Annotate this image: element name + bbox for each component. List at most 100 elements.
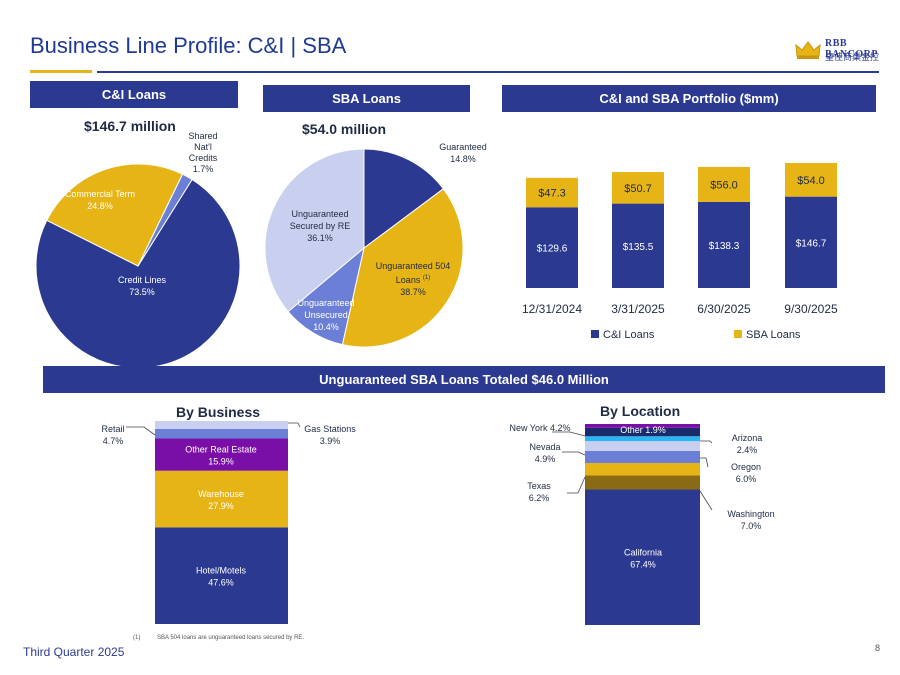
legend-label-c-i-loans: C&I Loans xyxy=(603,329,655,341)
segment-label-retail: Retail xyxy=(101,424,124,434)
by-location-chart: California 67.4% Other 1.9% New York 4.2% Ne… xyxy=(509,423,775,625)
sba-slice-label-unsecured: Unguaranteed Unsecured 10.4% xyxy=(290,297,362,333)
leader-line xyxy=(562,451,586,456)
pie-slice-unguaranteed-secured-by-re xyxy=(264,148,365,313)
bar-sba-9-30-2025 xyxy=(785,163,837,197)
label-value: 36.1% xyxy=(307,233,333,243)
pie-slice-shared-nat-l-credits xyxy=(137,173,193,267)
bar-ci-6-30-2025 xyxy=(698,201,750,288)
pie-slice-commercial-term xyxy=(46,163,184,267)
logo-name: RBB BANCORP xyxy=(825,38,878,60)
bar-label-ci: $146.7 xyxy=(796,238,827,249)
unguaranteed-header: Unguaranteed SBA Loans Totaled $46.0 Mil… xyxy=(43,366,885,393)
bar-label-sba: $50.7 xyxy=(624,183,652,195)
legend-label-sba-loans: SBA Loans xyxy=(746,329,801,341)
portfolio-header: C&I and SBA Portfolio ($mm) xyxy=(502,85,876,112)
label-name: Guaranteed xyxy=(439,142,487,152)
segment-oregon xyxy=(585,450,700,463)
x-tick-label: 12/31/2024 xyxy=(522,302,582,316)
x-tick-label: 9/30/2025 xyxy=(784,302,838,316)
label-name: Unguaranteed Unsecured xyxy=(297,298,355,320)
segment-label-california: 67.4% xyxy=(630,559,656,569)
segment-other-real-estate xyxy=(155,438,288,471)
bar-label-sba: $56.0 xyxy=(710,179,738,191)
segment-label-other-real-estate: Other Real Estate xyxy=(185,445,257,455)
segment-label-washington: 7.0% xyxy=(741,521,762,531)
bar-label-sba: $47.3 xyxy=(538,188,566,200)
pie-slice-guaranteed xyxy=(363,148,445,249)
label-name: Commercial Term xyxy=(64,189,136,199)
leader-line xyxy=(567,476,586,494)
segment-label-hotel-motels: 47.6% xyxy=(208,578,234,588)
leader-line xyxy=(699,490,713,511)
footnote-text: SBA 504 loans are unguaranteed loans sec… xyxy=(157,635,305,641)
label-value: 10.4% xyxy=(313,322,339,332)
bar-ci-3-31-2025 xyxy=(612,203,664,288)
bar-label-ci: $129.6 xyxy=(537,244,568,255)
label-value: 38.7% xyxy=(400,287,426,297)
footnote-marker: (1) xyxy=(133,635,141,641)
label-name: Credit Lines xyxy=(117,275,167,285)
segment-arizona xyxy=(585,436,700,442)
leader-line xyxy=(552,431,586,437)
segment-label-oregon: 6.0% xyxy=(736,474,757,484)
segment-label-gas-stations: Gas Stations xyxy=(304,424,356,434)
label-value: 1.7% xyxy=(192,164,214,174)
label-name: Unguaranteed Secured by RE xyxy=(289,209,351,231)
pie-slice-credit-lines xyxy=(35,178,241,369)
ci-slice-label-shared: Shared Nat'l Credits 1.7% xyxy=(178,131,228,175)
leader-line xyxy=(700,440,713,444)
by-location-title: By Location xyxy=(600,403,681,419)
page-number: 8 xyxy=(875,643,881,653)
bar-ci-12-31-2024 xyxy=(526,207,578,288)
segment-label-new-york: New York 4.2% xyxy=(509,423,570,433)
title-underline-accent xyxy=(30,70,92,73)
legend-swatch-c-i-loans xyxy=(591,330,599,338)
segment-label-nevada: Nevada xyxy=(529,442,560,452)
label-value: 14.8% xyxy=(450,154,476,164)
x-tick-label: 3/31/2025 xyxy=(611,302,665,316)
segment-label-oregon: Oregon xyxy=(731,462,761,472)
segment-label-texas: Texas xyxy=(527,481,551,491)
sba-slice-label-secured-re: Unguaranteed Secured by RE 36.1% xyxy=(282,208,358,244)
label-value: 73.5% xyxy=(129,287,155,297)
ci-slice-label-commercial-term: Commercial Term 24.8% xyxy=(52,188,148,212)
by-business-chart: Hotel/Motels 47.6% Warehouse 27.9% Other Rea… xyxy=(101,421,356,624)
segment-washington xyxy=(585,475,700,490)
segment-gas-stations xyxy=(155,421,288,429)
bar-ci-9-30-2025 xyxy=(785,196,837,288)
segment-retail xyxy=(155,428,288,439)
by-business-title: By Business xyxy=(176,404,261,420)
company-logo: RBB BANCORP 皇佳商業金控 xyxy=(795,38,890,62)
sba-slice-label-guaranteed: Guaranteed 14.8% xyxy=(420,141,506,165)
segment-california xyxy=(585,489,700,625)
label-name: Shared Nat'l Credits xyxy=(188,131,218,163)
sba-total: $54.0 million xyxy=(302,121,387,137)
segment-label-gas-stations: 3.9% xyxy=(320,436,341,446)
pie-slice-unguaranteed-504-loans xyxy=(341,188,464,348)
logo-tagline: 皇佳商業金控 xyxy=(825,52,880,62)
sba-slice-label-504: Unguaranteed 504 Loans (1) 38.7% xyxy=(372,260,454,298)
ci-slice-label-credit-lines: Credit Lines 73.5% xyxy=(102,274,182,298)
page-title: Business Line Profile: C&I | SBA xyxy=(30,33,347,58)
segment-warehouse xyxy=(155,470,288,528)
bar-sba-6-30-2025 xyxy=(698,166,750,202)
bar-sba-3-31-2025 xyxy=(612,172,664,204)
segment-label-other-real-estate: 15.9% xyxy=(208,457,234,467)
legend-swatch-sba-loans xyxy=(734,330,742,338)
segment-label-other: Other 1.9% xyxy=(620,425,666,435)
leader-line xyxy=(288,422,301,428)
ci-total: $146.7 million xyxy=(84,118,176,134)
segment-texas xyxy=(585,462,700,476)
leader-line xyxy=(126,426,156,436)
crown-icon xyxy=(795,41,821,59)
ci-loans-pie-chart xyxy=(35,163,241,369)
segment-label-california: California xyxy=(624,547,662,557)
segment-label-texas: 6.2% xyxy=(529,493,550,503)
title-underline xyxy=(97,71,879,73)
sba-loans-header: SBA Loans xyxy=(263,85,470,112)
footer-quarter: Third Quarter 2025 xyxy=(23,645,125,659)
label-name: Unguaranteed 504 Loans (1) xyxy=(375,261,451,285)
segment-label-nevada: 4.9% xyxy=(535,454,556,464)
segment-nevada xyxy=(585,441,700,451)
